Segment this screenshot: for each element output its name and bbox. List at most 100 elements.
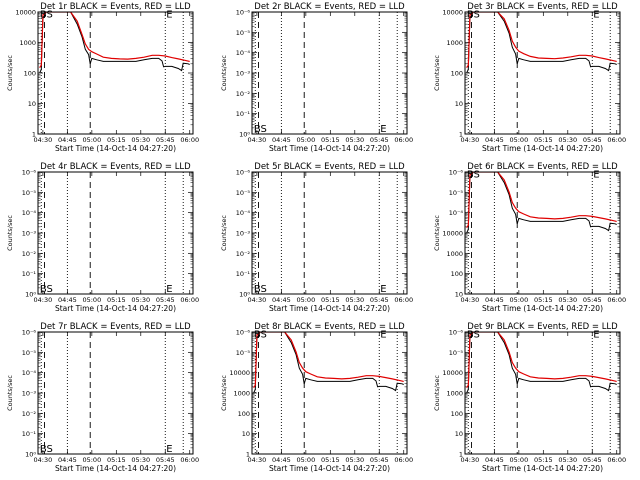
y-tick-label: 10⁻⁴ xyxy=(449,209,464,217)
y-tick-label: 10⁻² xyxy=(22,410,37,418)
x-tick-label: 04:45 xyxy=(272,136,291,144)
x-tick-label: 06:00 xyxy=(180,136,199,144)
x-axis-label: Start Time (14-Oct-14 04:27:20) xyxy=(482,304,603,313)
plot-marker-bs: BS xyxy=(40,444,53,455)
y-tick-label: 10⁻⁵ xyxy=(236,189,251,197)
x-tick-label: 04:45 xyxy=(272,296,291,304)
x-tick-label: 04:45 xyxy=(272,456,291,464)
panel-title: Det 6r BLACK = Events, RED = LLD xyxy=(467,162,618,172)
lld-series-line xyxy=(466,332,617,388)
x-tick-label: 04:30 xyxy=(34,136,53,144)
y-tick-label: 10000 xyxy=(442,9,463,17)
x-axis-label: Start Time (14-Oct-14 04:27:20) xyxy=(269,464,390,473)
y-tick-label: 10⁻⁵ xyxy=(236,29,251,37)
x-tick-label: 04:30 xyxy=(461,456,480,464)
y-axis-label: Counts/sec xyxy=(433,215,441,251)
x-tick-label: 04:45 xyxy=(485,456,504,464)
y-tick-label: 100 xyxy=(451,410,463,418)
x-tick-label: 05:45 xyxy=(156,456,175,464)
events-series-line xyxy=(466,172,617,234)
lld-series-line xyxy=(253,332,404,388)
y-tick-label: 10⁻⁵ xyxy=(22,349,37,357)
events-series-line xyxy=(466,332,617,394)
plot-marker-bs: BS xyxy=(467,329,480,340)
x-tick-label: 05:00 xyxy=(509,456,528,464)
y-tick-label: 10⁻¹ xyxy=(22,270,37,278)
x-tick-label: 05:45 xyxy=(370,296,389,304)
lld-series-line xyxy=(466,172,617,228)
x-axis-label: Start Time (14-Oct-14 04:27:20) xyxy=(482,464,603,473)
y-tick-label: 10 xyxy=(455,430,463,438)
y-tick-label: 10⁰ xyxy=(239,291,250,299)
y-tick-label: 10⁰ xyxy=(25,451,36,459)
y-tick-label: 100 xyxy=(238,410,250,418)
events-series-line xyxy=(253,332,404,394)
y-tick-label: 10⁻⁴ xyxy=(22,209,37,217)
lld-series-line xyxy=(466,12,617,68)
y-tick-label: 10⁻² xyxy=(236,90,251,98)
panel-7: Det 7r BLACK = Events, RED = LLD Counts/s… xyxy=(6,322,199,473)
y-tick-label: 10⁻⁵ xyxy=(449,349,464,357)
x-tick-label: 05:00 xyxy=(82,296,101,304)
x-tick-label: 04:30 xyxy=(461,136,480,144)
y-tick-label: 1000 xyxy=(19,39,36,47)
panel-4: Det 4r BLACK = Events, RED = LLD Counts/s… xyxy=(6,162,199,313)
plot-marker-e: E xyxy=(166,444,172,455)
panel-title: Det 1r BLACK = Events, RED = LLD xyxy=(40,2,191,12)
y-tick-label: 10⁻² xyxy=(236,250,251,258)
plot-marker-bs: BS xyxy=(254,329,267,340)
y-tick-label: 1 xyxy=(459,131,463,139)
x-tick-label: 05:30 xyxy=(345,296,364,304)
y-axis-label: Counts/sec xyxy=(6,375,14,411)
x-tick-label: 05:00 xyxy=(296,456,315,464)
y-tick-label: 1 xyxy=(459,451,463,459)
y-tick-label: 10 xyxy=(455,291,463,299)
x-tick-label: 06:00 xyxy=(180,456,199,464)
y-tick-label: 10⁻³ xyxy=(22,390,37,398)
plot-marker-bs: BS xyxy=(467,9,480,20)
y-tick-label: 10⁻³ xyxy=(236,70,251,78)
plot-marker-e: E xyxy=(380,124,386,135)
plot-marker-bs: BS xyxy=(40,9,53,20)
x-tick-label: 04:30 xyxy=(248,136,267,144)
x-tick-label: 04:45 xyxy=(58,456,77,464)
x-tick-label: 04:45 xyxy=(58,296,77,304)
plot-marker-e: E xyxy=(593,169,599,180)
y-tick-label: 10 xyxy=(455,100,463,108)
events-series-line xyxy=(39,12,190,74)
plot-marker-bs: BS xyxy=(254,124,267,135)
x-tick-label: 05:45 xyxy=(583,296,602,304)
x-tick-label: 05:15 xyxy=(107,296,126,304)
x-axis-label: Start Time (14-Oct-14 04:27:20) xyxy=(55,464,176,473)
y-tick-label: 10⁻³ xyxy=(22,230,37,238)
panel-title: Det 4r BLACK = Events, RED = LLD xyxy=(40,162,191,172)
panel-9: Det 9r BLACK = Events, RED = LLD Counts/s… xyxy=(433,322,626,473)
x-tick-label: 05:15 xyxy=(321,136,340,144)
lld-series-line xyxy=(39,12,190,68)
x-tick-label: 05:45 xyxy=(583,136,602,144)
x-tick-label: 05:45 xyxy=(583,456,602,464)
x-tick-label: 05:30 xyxy=(345,456,364,464)
y-axis-label: Counts/sec xyxy=(6,215,14,251)
panel-title: Det 7r BLACK = Events, RED = LLD xyxy=(40,322,191,332)
y-tick-label: 1000 xyxy=(446,39,463,47)
x-tick-label: 06:00 xyxy=(607,456,626,464)
y-tick-label: 10⁻¹ xyxy=(236,270,251,278)
x-tick-label: 05:45 xyxy=(370,456,389,464)
x-axis-label: Start Time (14-Oct-14 04:27:20) xyxy=(55,304,176,313)
x-axis-label: Start Time (14-Oct-14 04:27:20) xyxy=(55,144,176,153)
x-tick-label: 05:15 xyxy=(321,456,340,464)
y-tick-label: 10⁻¹ xyxy=(236,110,251,118)
y-tick-label: 10⁻⁶ xyxy=(22,329,37,337)
y-tick-label: 10 xyxy=(28,100,36,108)
x-tick-label: 05:00 xyxy=(509,296,528,304)
panel-3: Det 3r BLACK = Events, RED = LLD Counts/s… xyxy=(433,2,626,153)
panel-6: Det 6r BLACK = Events, RED = LLD Counts/s… xyxy=(433,162,626,313)
x-tick-label: 05:00 xyxy=(296,296,315,304)
y-tick-label: 10⁻⁶ xyxy=(236,329,251,337)
plot-marker-bs: BS xyxy=(40,284,53,295)
panel-8: Det 8r BLACK = Events, RED = LLD Counts/s… xyxy=(220,322,413,473)
y-tick-label: 10⁻⁶ xyxy=(449,329,464,337)
x-tick-label: 05:15 xyxy=(107,136,126,144)
